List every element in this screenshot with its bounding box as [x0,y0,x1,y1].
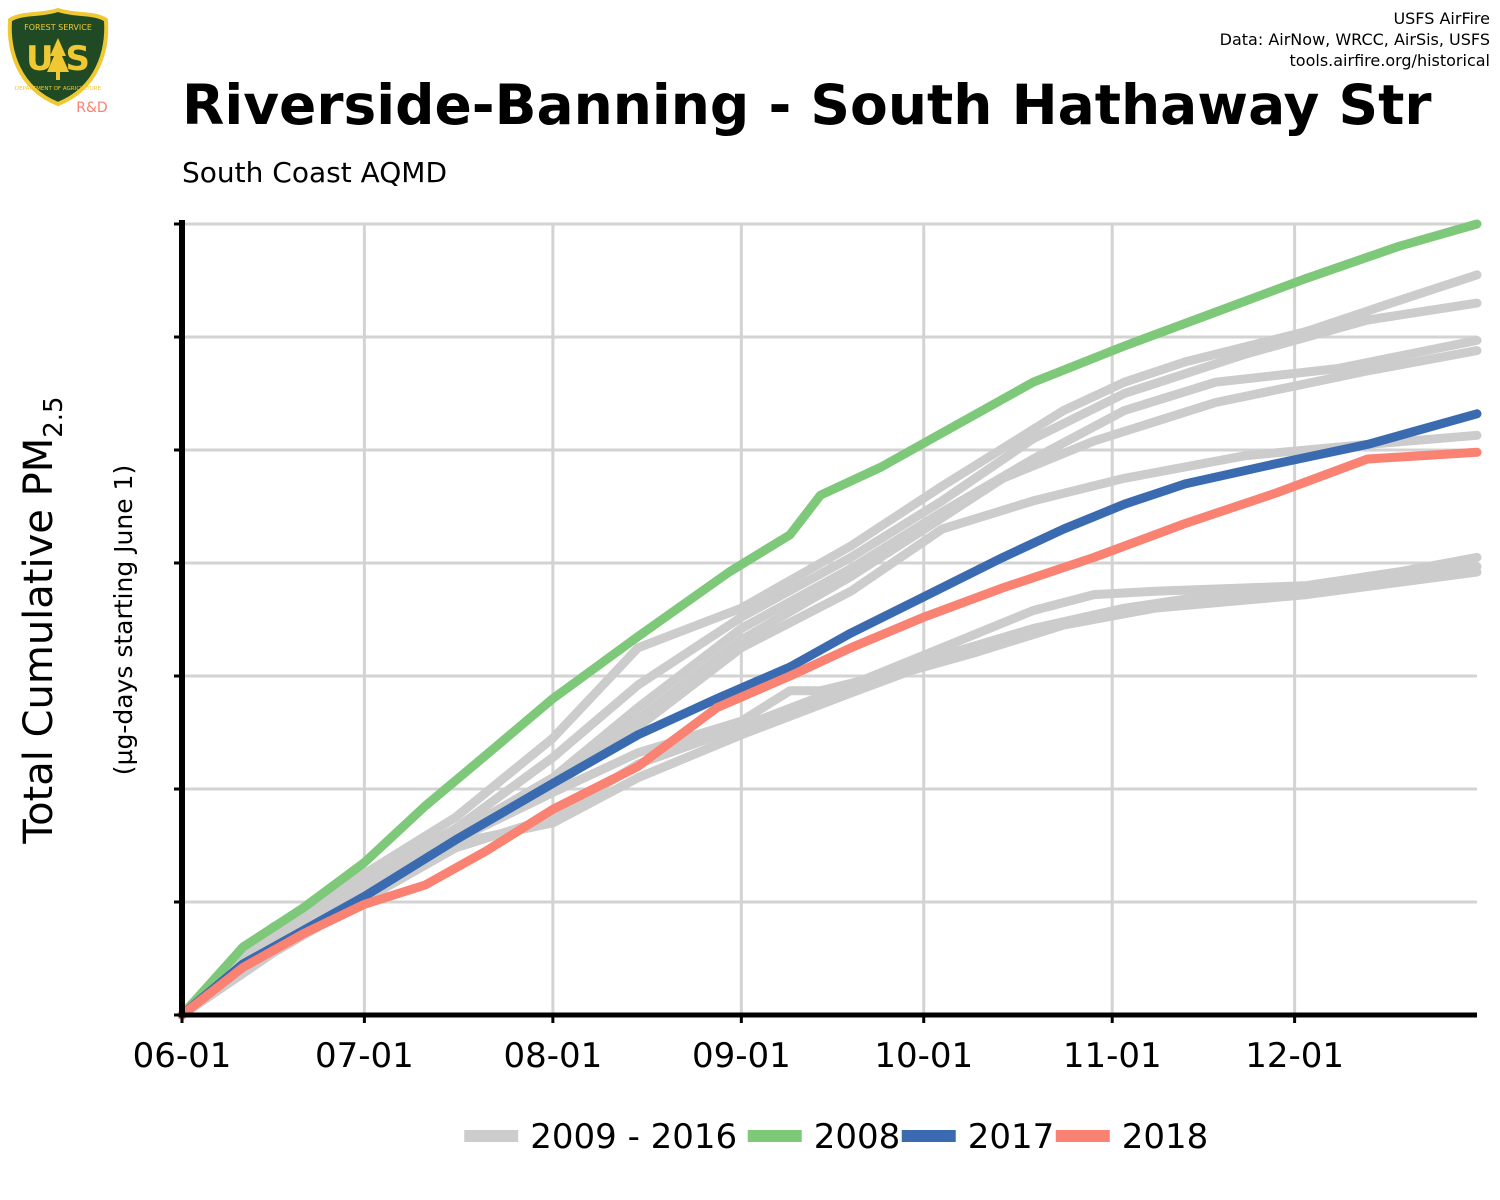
credits-block: USFS AirFire Data: AirNow, WRCC, AirSis,… [1220,8,1490,71]
x-tick-label: 11-01 [1063,1036,1162,1076]
x-tick-label: 07-01 [315,1036,414,1076]
legend-label: 2018 [1122,1117,1209,1157]
y-axis-title-main: Total Cumulative PM [16,438,62,845]
series-line-2009-2016-7 [177,567,1482,1020]
series-line-2009-2016-1 [177,270,1482,1020]
legend-label: 2009 - 2016 [530,1117,737,1157]
chart-title: Riverside-Banning - South Hathaway Str [182,73,1432,137]
x-tick-label: 08-01 [503,1036,602,1076]
y-axis-title: Total Cumulative PM2.5 [16,396,69,844]
series-line-2009-2016-3 [177,335,1482,1020]
y-axis-units: (µg-days starting June 1) [109,465,138,775]
series-line-2018-10 [177,447,1482,1020]
series-line-2008-8 [177,219,1482,1020]
logo-top-text: FOREST SERVICE [24,23,92,32]
series-lines [177,219,1482,1020]
x-tick-label: 10-01 [874,1036,973,1076]
axes: 06-01 07-01 08-01 09-01 10-01 11-01 12-01 [133,220,1477,1076]
tree-icon [47,38,69,80]
x-tick-label: 06-01 [133,1036,232,1076]
series-line-2009-2016-6 [177,552,1482,1020]
series-line-2009-2016-0 [177,561,1482,1020]
credit-line: Data: AirNow, WRCC, AirSis, USFS [1219,30,1490,49]
legend-label: 2008 [814,1117,901,1157]
legend-label: 2017 [968,1117,1055,1157]
forest-service-logo: FOREST SERVICE U S DEPARTMENT OF AGRICUL… [7,7,109,116]
series-line-2017-9 [177,409,1482,1020]
credit-line: USFS AirFire [1393,9,1490,28]
credit-line: tools.airfire.org/historical [1289,51,1490,70]
y-axis-title-subscript: 2.5 [39,396,69,437]
y-axis-label: Total Cumulative PM2.5 (µg-days starting… [16,396,138,844]
x-tick-label: 09-01 [692,1036,791,1076]
series-line-2009-2016-5 [177,430,1482,1020]
x-tick-label: 12-01 [1245,1036,1344,1076]
logo-bottom-text: DEPARTMENT OF AGRICULTURE [15,86,102,92]
logo-rd-tag: R&D [76,100,107,116]
chart-subtitle: South Coast AQMD [182,156,448,189]
legend: 2009 - 2016 2008 2017 2018 [464,1117,1208,1157]
